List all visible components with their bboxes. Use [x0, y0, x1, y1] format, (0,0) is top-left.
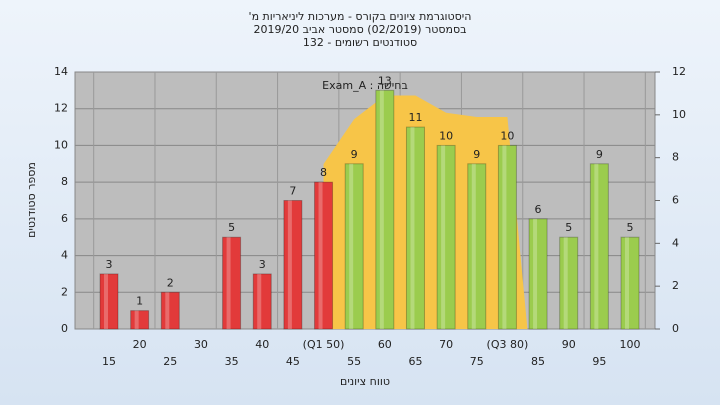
- bar-shine: [379, 90, 384, 329]
- bar-shine: [165, 292, 170, 329]
- bar-shine: [134, 310, 139, 329]
- bar: [99, 273, 119, 330]
- x-tick-label: 100: [620, 338, 641, 351]
- y2-tick-label: 12: [672, 65, 686, 78]
- bar: [252, 273, 272, 330]
- bar: [589, 163, 609, 330]
- y2-tick-label: 10: [672, 108, 686, 121]
- y2-tick-label: 2: [672, 279, 679, 292]
- data-label: 3: [106, 258, 113, 271]
- y2-tick-label: 0: [672, 322, 679, 335]
- bar-shine: [349, 163, 354, 329]
- bar-shine: [471, 163, 476, 329]
- x-tick-label: (Q1 50): [303, 338, 345, 351]
- x-tick-label: 40: [255, 338, 269, 351]
- bar: [620, 236, 640, 330]
- y-tick-label: 14: [54, 65, 68, 78]
- x-tick-label: (Q3 80): [487, 338, 529, 351]
- x-tick-label: 70: [439, 338, 453, 351]
- x-tick-label: 90: [562, 338, 576, 351]
- data-label: 9: [351, 148, 358, 161]
- x-tick-label: 95: [592, 355, 606, 368]
- bar: [405, 126, 425, 330]
- y2-tick-label: 4: [672, 236, 679, 249]
- data-label: 5: [627, 221, 634, 234]
- x-tick-label: 85: [531, 355, 545, 368]
- x-tick-label: 30: [194, 338, 208, 351]
- data-label: 7: [289, 185, 296, 198]
- bar: [559, 236, 579, 330]
- data-label: 6: [535, 203, 542, 216]
- bar-shine: [625, 237, 629, 329]
- x-tick-label: 15: [102, 355, 116, 368]
- y-tick-label: 10: [54, 138, 68, 151]
- bar: [344, 163, 364, 330]
- bar: [222, 236, 242, 330]
- y-tick-label: 2: [61, 285, 68, 298]
- bar: [436, 144, 456, 330]
- bar-shine: [502, 145, 507, 329]
- x-tick-label: 45: [286, 355, 300, 368]
- data-label: 9: [596, 148, 603, 161]
- data-label: 10: [439, 129, 453, 142]
- x-tick-label: 35: [225, 355, 239, 368]
- chart-subtitle: סטודנטים רשומים - 132: [303, 36, 417, 49]
- y-tick-label: 0: [61, 322, 68, 335]
- bar-shine: [563, 237, 568, 329]
- data-label: 5: [565, 221, 572, 234]
- chart-subtitle: בסמסטר (02/2019) סמסטר אביב 2019/20: [253, 23, 466, 36]
- data-label: 3: [259, 258, 266, 271]
- x-axis-label: טווח ציונים: [340, 375, 390, 388]
- data-label: 11: [408, 111, 422, 124]
- bar-shine: [441, 145, 446, 329]
- data-label: 8: [320, 166, 327, 179]
- x-tick-label: 55: [347, 355, 361, 368]
- bar: [160, 291, 180, 330]
- bar: [283, 200, 303, 330]
- bar: [467, 163, 487, 330]
- bar: [375, 89, 395, 330]
- data-label: 13: [378, 74, 392, 87]
- y-axis-label: מספר סטודנטים: [25, 162, 38, 238]
- y-tick-label: 4: [61, 249, 68, 262]
- chart-title: היסטוגרמת ציונים בקורס - מערכות ליניאריו…: [249, 10, 472, 23]
- y2-tick-label: 8: [672, 151, 679, 164]
- data-label: 5: [228, 221, 235, 234]
- bar-shine: [410, 127, 415, 329]
- x-tick-label: 75: [470, 355, 484, 368]
- annotation: בחישה : Exam_A: [322, 79, 408, 92]
- bar-shine: [104, 273, 108, 329]
- data-label: 9: [473, 148, 480, 161]
- bar: [130, 310, 150, 330]
- bar-shine: [287, 200, 292, 329]
- x-tick-label: 65: [408, 355, 422, 368]
- y-tick-label: 8: [61, 175, 68, 188]
- y2-tick-label: 6: [672, 194, 679, 207]
- bar-shine: [226, 237, 231, 329]
- data-label: 10: [500, 129, 514, 142]
- x-tick-label: 20: [133, 338, 147, 351]
- y-tick-label: 12: [54, 102, 68, 115]
- bar-shine: [533, 218, 538, 329]
- bar: [497, 144, 517, 330]
- y-tick-label: 6: [61, 212, 68, 225]
- bar: [528, 218, 548, 330]
- bar-shine: [594, 163, 599, 329]
- x-tick-label: 25: [163, 355, 177, 368]
- bar-shine: [318, 182, 323, 329]
- bar-shine: [257, 273, 262, 329]
- bar: [314, 181, 334, 330]
- data-label: 1: [136, 295, 143, 308]
- x-tick-label: 60: [378, 338, 392, 351]
- data-label: 2: [167, 276, 174, 289]
